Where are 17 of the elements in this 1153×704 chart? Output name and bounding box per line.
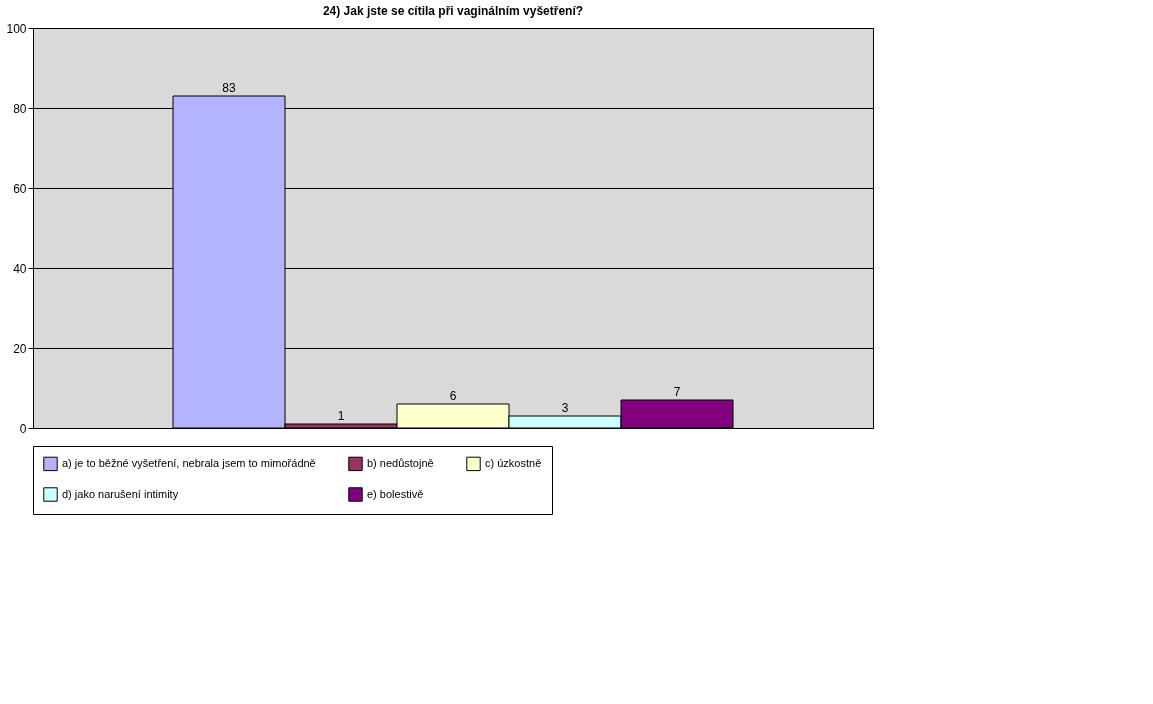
data-label: 83: [222, 81, 236, 95]
y-tick-label: 60: [13, 181, 27, 196]
y-tick-label: 20: [13, 341, 27, 356]
chart-title: 24) Jak jste se cítila při vaginálním vyšetření?: [322, 4, 584, 18]
legend-label: e) bolestivě: [367, 487, 424, 500]
data-label: 3: [561, 401, 569, 415]
y-tick-label: 0: [19, 421, 27, 436]
data-label: 6: [449, 389, 457, 403]
y-tick-label: 80: [13, 101, 27, 116]
legend-label: a) je to běžné vyšetření, nebrala jsem to mimořádně: [62, 456, 316, 469]
data-label: 7: [673, 385, 681, 399]
legend-label: c) úzkostně: [485, 456, 542, 469]
y-tick-label: 40: [13, 261, 27, 276]
data-label: 1: [337, 409, 345, 423]
legend-label: b) nedůstojně: [367, 456, 434, 469]
legend-label: d) jako narušení intimity: [62, 487, 179, 500]
y-tick-label: 100: [6, 21, 27, 36]
